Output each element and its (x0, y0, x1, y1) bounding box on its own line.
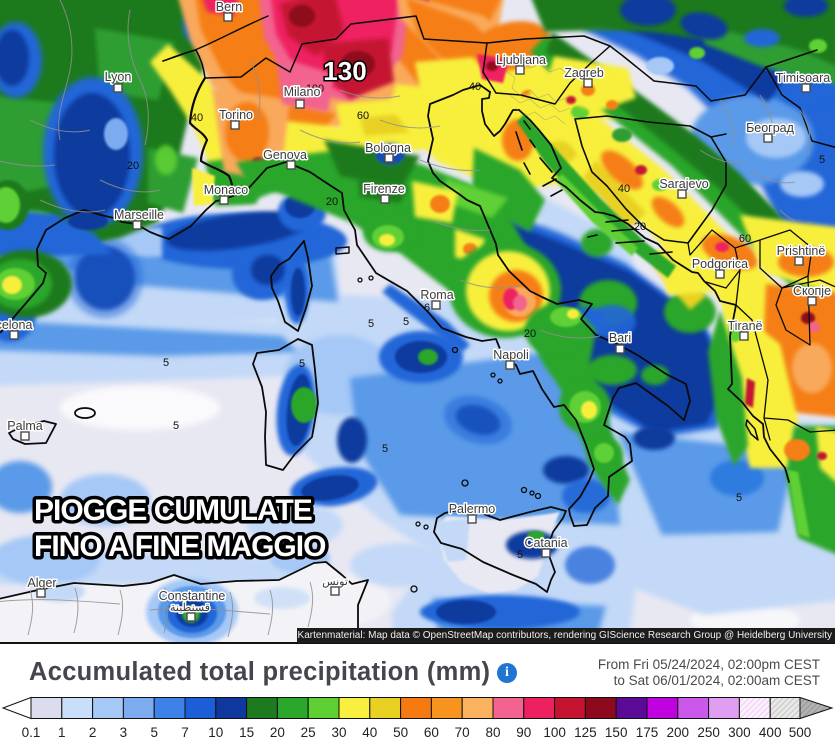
svg-text:40: 40 (191, 112, 203, 124)
svg-text:150: 150 (605, 725, 628, 740)
svg-text:60: 60 (739, 233, 751, 245)
svg-text:5: 5 (368, 318, 374, 330)
svg-text:قسنطينة: قسنطينة (170, 602, 210, 614)
svg-text:5: 5 (736, 492, 742, 504)
svg-text:Milano: Milano (284, 85, 321, 99)
svg-text:Sarajevo: Sarajevo (659, 177, 708, 191)
svg-text:5: 5 (163, 357, 169, 369)
svg-text:Alger: Alger (27, 576, 56, 590)
svg-text:Palermo: Palermo (449, 502, 496, 516)
svg-text:5: 5 (299, 358, 305, 370)
svg-text:25: 25 (301, 725, 316, 740)
svg-text:0.1: 0.1 (22, 725, 41, 740)
svg-text:PIOGGE CUMULATE: PIOGGE CUMULATE (34, 494, 312, 527)
svg-text:5: 5 (150, 725, 158, 740)
svg-text:5: 5 (517, 549, 523, 561)
svg-text:Firenze: Firenze (363, 182, 405, 196)
svg-text:Tiranë: Tiranë (728, 319, 763, 333)
svg-text:500: 500 (789, 725, 812, 740)
svg-text:Београд: Београд (746, 121, 795, 135)
svg-text:Constantine: Constantine (159, 589, 226, 603)
svg-text:Lyon: Lyon (105, 70, 132, 84)
svg-text:90: 90 (516, 725, 531, 740)
svg-text:15: 15 (239, 725, 254, 740)
svg-text:10: 10 (208, 725, 223, 740)
svg-text:Torino: Torino (219, 108, 253, 122)
svg-text:Podgorica: Podgorica (692, 257, 748, 271)
svg-text:400: 400 (759, 725, 782, 740)
svg-text:40: 40 (469, 81, 481, 93)
svg-text:100: 100 (543, 725, 566, 740)
svg-text:125: 125 (574, 725, 597, 740)
svg-text:300: 300 (728, 725, 751, 740)
svg-text:1: 1 (58, 725, 66, 740)
svg-text:20: 20 (634, 221, 646, 233)
svg-text:175: 175 (636, 725, 659, 740)
svg-text:Ljubljana: Ljubljana (496, 53, 546, 67)
svg-text:40: 40 (618, 183, 630, 195)
svg-text:Marseille: Marseille (114, 208, 164, 222)
svg-text:20: 20 (524, 328, 536, 340)
svg-text:100: 100 (306, 83, 324, 95)
svg-text:30: 30 (331, 725, 346, 740)
svg-text:Bern: Bern (216, 0, 242, 14)
svg-text:Roma: Roma (420, 288, 453, 302)
svg-text:250: 250 (697, 725, 720, 740)
svg-text:Monaco: Monaco (204, 183, 249, 197)
svg-text:20: 20 (326, 196, 338, 208)
svg-text:تونس: تونس (322, 576, 348, 588)
svg-text:5: 5 (382, 443, 388, 455)
svg-text:5: 5 (173, 420, 179, 432)
svg-text:5: 5 (819, 154, 825, 166)
svg-text:Palma: Palma (7, 419, 42, 433)
svg-text:2: 2 (89, 725, 97, 740)
svg-text:20: 20 (127, 160, 139, 172)
svg-text:Timisoara: Timisoara (776, 71, 830, 85)
svg-text:Prishtinë: Prishtinë (777, 244, 826, 258)
svg-text:6: 6 (424, 302, 430, 314)
svg-text:60: 60 (424, 725, 439, 740)
svg-text:200: 200 (667, 725, 690, 740)
svg-text:7: 7 (181, 725, 189, 740)
svg-text:20: 20 (270, 725, 285, 740)
svg-text:Catania: Catania (524, 536, 567, 550)
svg-text:Bari: Bari (609, 331, 631, 345)
svg-text:Napoli: Napoli (493, 348, 528, 362)
svg-text:3: 3 (120, 725, 128, 740)
svg-text:80: 80 (485, 725, 500, 740)
svg-text:Bologna: Bologna (365, 141, 411, 155)
svg-text:50: 50 (393, 725, 408, 740)
svg-text:FINO A FINE MAGGIO: FINO A FINE MAGGIO (34, 530, 326, 563)
svg-text:5: 5 (403, 316, 409, 328)
svg-text:130: 130 (323, 56, 366, 86)
svg-text:70: 70 (455, 725, 470, 740)
svg-text:Скопје: Скопје (793, 284, 831, 298)
svg-text:40: 40 (362, 725, 377, 740)
svg-text:Zagreb: Zagreb (564, 66, 604, 80)
svg-text:celona: celona (0, 318, 32, 332)
svg-text:60: 60 (357, 110, 369, 122)
svg-text:Genova: Genova (263, 148, 307, 162)
